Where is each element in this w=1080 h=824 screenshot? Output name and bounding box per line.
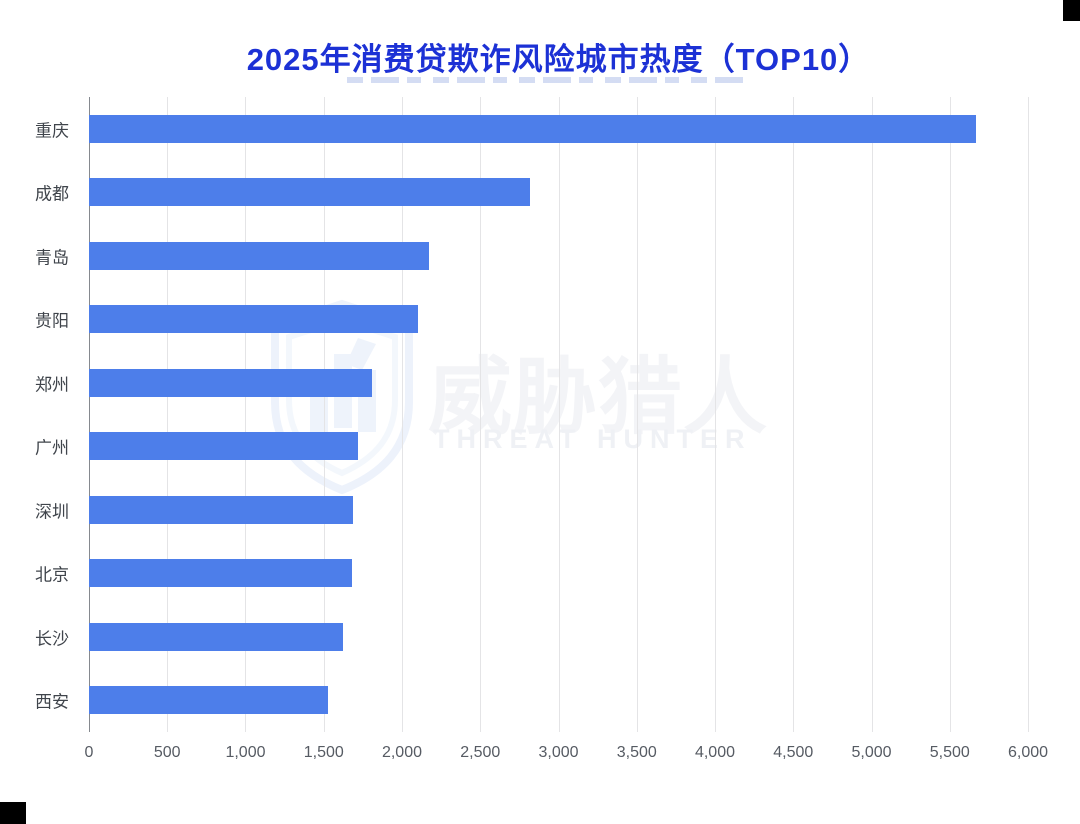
category-label: 长沙: [35, 629, 69, 649]
bar[interactable]: [89, 114, 977, 143]
x-tick-label: 3,500: [616, 744, 657, 761]
x-tick-label: 4,000: [694, 744, 736, 761]
bar-row: 青岛: [35, 224, 1028, 288]
chart-title: 2025年消费贷欺诈风险城市热度（TOP10）: [246, 42, 871, 77]
corner-block-top-right: [1063, 0, 1080, 21]
gridline: [167, 97, 169, 732]
x-tick-label: 5,500: [929, 744, 970, 761]
bar-row: 西安: [35, 669, 1028, 733]
category-label: 深圳: [35, 502, 69, 522]
x-tick-label: 2,000: [381, 744, 423, 761]
gridline: [558, 97, 560, 732]
bar[interactable]: [89, 495, 354, 524]
category-label: 重庆: [35, 121, 69, 141]
clipped-watermark-strip: [347, 77, 747, 83]
category-label: 成都: [35, 184, 69, 204]
category-label: 西安: [35, 692, 69, 712]
bar[interactable]: [89, 178, 531, 206]
bar-rows: 重庆 成都 青岛 贵阳 郑州 广州: [35, 97, 1028, 733]
category-label: 广州: [35, 438, 69, 458]
bar[interactable]: [89, 559, 352, 587]
gridline: [793, 97, 795, 732]
gridline: [636, 97, 638, 732]
bar[interactable]: [89, 432, 359, 460]
x-axis: 0 500 1,000 1,500 2,000 2,500 3,000 3,500 4,000 4…: [85, 744, 1048, 768]
bar-row: 贵阳: [35, 288, 1028, 352]
x-tick-label: 5,000: [851, 744, 892, 761]
x-tick-label: 500: [153, 744, 181, 761]
corner-block-bottom-left: [0, 802, 26, 824]
category-label: 北京: [35, 565, 69, 585]
gridline: [1028, 97, 1029, 732]
bar-row: 重庆: [35, 97, 1028, 161]
category-label: 青岛: [35, 248, 69, 268]
x-tick-label: 4,500: [773, 744, 814, 761]
x-tick-label: 0: [84, 744, 94, 761]
bar-row: 广州: [35, 415, 1028, 479]
bar[interactable]: [89, 368, 373, 397]
plot-area: 重庆 成都 青岛 贵阳 郑州 广州: [35, 97, 1029, 733]
x-tick-label: 3,000: [538, 744, 579, 761]
bar-row: 成都: [35, 161, 1028, 225]
gridline: [480, 97, 482, 732]
bar-row: 郑州: [35, 351, 1028, 415]
category-label: 贵阳: [35, 311, 69, 331]
bar[interactable]: [89, 622, 343, 651]
bar-row: 长沙: [35, 605, 1028, 669]
gridline: [245, 97, 247, 732]
y-axis-line: [89, 97, 90, 732]
gridline: [949, 97, 951, 732]
bar-row: 深圳: [35, 478, 1028, 542]
gridline: [871, 97, 873, 732]
x-tick-label: 6,000: [1007, 744, 1049, 761]
bar[interactable]: [89, 686, 329, 714]
gridline: [714, 97, 716, 732]
bar[interactable]: [89, 305, 418, 333]
x-tick-label: 2,500: [460, 744, 501, 761]
bar-row: 北京: [35, 542, 1028, 606]
x-tick-label: 1,500: [303, 744, 344, 761]
x-tick-label: 1,000: [225, 744, 266, 761]
bar[interactable]: [89, 241, 429, 270]
category-label: 郑州: [35, 375, 69, 395]
